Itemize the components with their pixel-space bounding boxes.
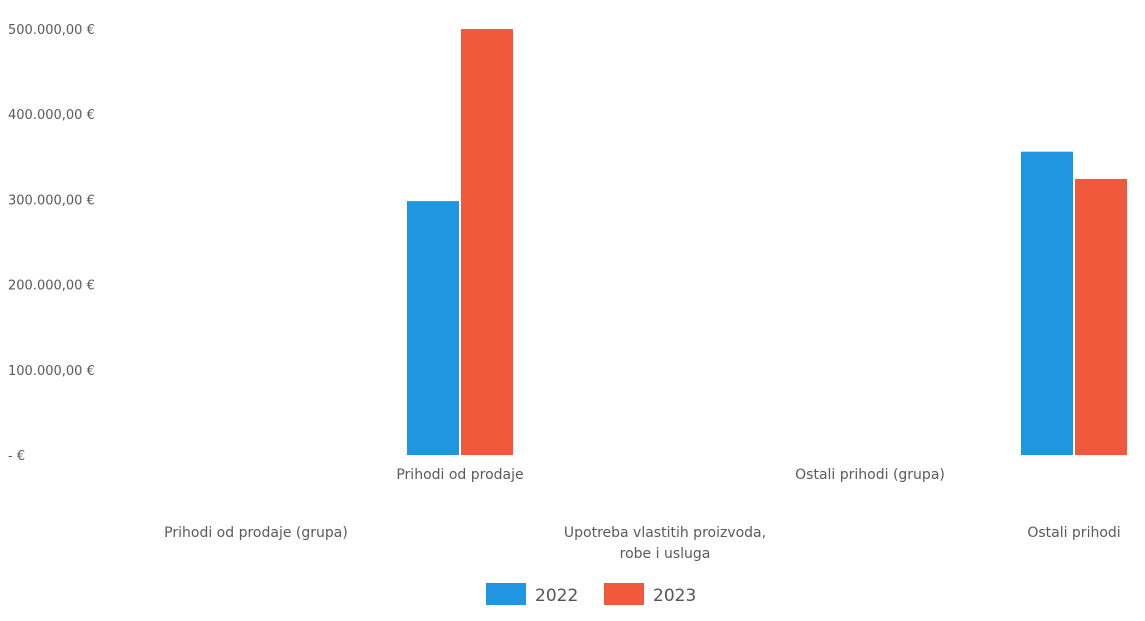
y-tick-label: 300.000,00 €	[8, 193, 95, 208]
bar-series	[407, 29, 1127, 456]
category-label: Upotreba vlastitih proizvoda,	[564, 525, 766, 541]
y-axis: 500.000,00 € 400.000,00 € 300.000,00 € 200.…	[8, 23, 95, 464]
x-axis: Prihodi od prodaje (grupa) Prihodi od pro…	[164, 467, 1121, 562]
y-tick-label: 500.000,00 €	[8, 23, 95, 38]
category-label: Ostali prihodi	[1027, 525, 1120, 541]
category-label: Prihodi od prodaje (grupa)	[164, 525, 348, 541]
y-tick-label: 100.000,00 €	[8, 364, 95, 379]
y-tick-label: 200.000,00 €	[8, 279, 95, 294]
bar-2023-1	[461, 29, 513, 455]
legend: 2022 2023	[486, 583, 696, 606]
legend-label: 2023	[653, 586, 696, 606]
bar-2023-4	[1075, 178, 1127, 455]
category-label: Prihodi od prodaje	[396, 467, 523, 483]
y-tick-label: 400.000,00 €	[8, 108, 95, 123]
legend-swatch-2023	[604, 583, 644, 605]
bar-2022-1	[407, 201, 459, 455]
category-label: Ostali prihodi (grupa)	[795, 467, 945, 483]
legend-label: 2022	[535, 586, 578, 606]
category-label: robe i usluga	[620, 546, 711, 562]
bar-2022-4	[1021, 151, 1073, 456]
legend-swatch-2022	[486, 583, 526, 605]
y-tick-label: - €	[8, 449, 25, 464]
